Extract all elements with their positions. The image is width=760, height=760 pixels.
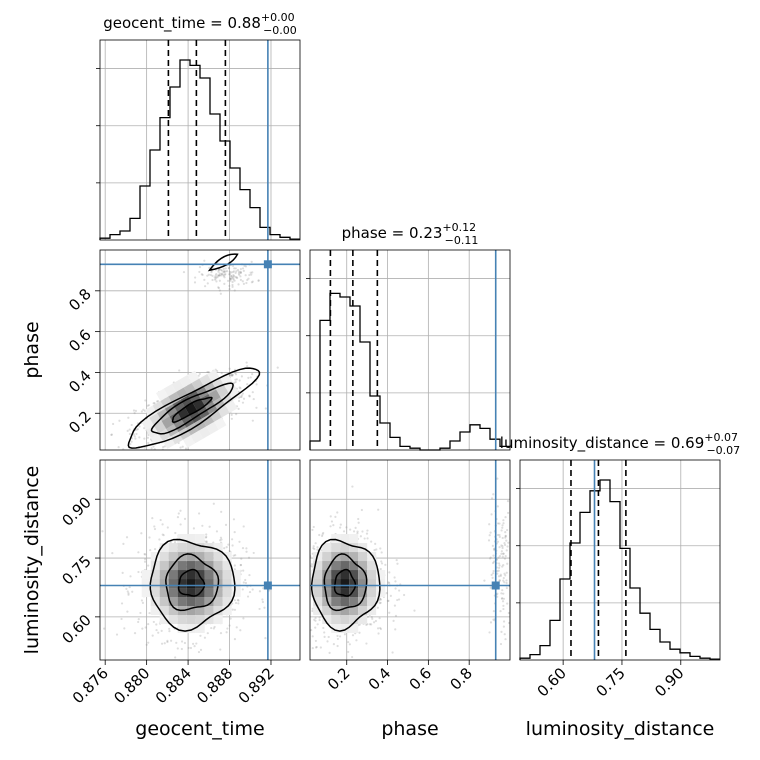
ylabel-phase: phase <box>21 321 43 378</box>
panel-frame <box>309 249 511 451</box>
y-tick-label: 0.6 <box>65 326 95 356</box>
truth-marker <box>263 260 272 269</box>
scatter-panel-phase-vs-luminosity-distance <box>309 459 511 661</box>
x-tick-label: 0.888 <box>193 664 236 707</box>
y-tick-label: 0.75 <box>58 552 94 588</box>
contour-secondary <box>207 253 239 272</box>
y-tick-label: 0.60 <box>58 611 94 647</box>
histogram-step <box>99 59 300 240</box>
x-tick-label: 0.4 <box>365 664 395 694</box>
panel-frame <box>99 249 301 451</box>
truth-marker <box>263 581 272 590</box>
y-tick-label: 0.90 <box>58 493 94 529</box>
panel-frame <box>99 39 301 241</box>
x-tick-label: 0.880 <box>110 664 153 707</box>
x-tick-label: 0.892 <box>235 664 278 707</box>
histogram-step <box>519 479 720 660</box>
y-tick-label: 0.8 <box>65 285 95 315</box>
scatter-panel-geocent-time-vs-phase <box>99 249 301 451</box>
density-cells <box>310 534 386 634</box>
contours <box>149 538 236 632</box>
panel-frame <box>519 459 721 661</box>
panel-frame <box>309 459 511 661</box>
panel-title-phase: phase = 0.23+0.12 −0.11 <box>342 221 479 247</box>
hist-panel-phase <box>306 249 511 451</box>
x-tick-label: 0.60 <box>534 664 570 700</box>
y-tick-label: 0.4 <box>65 367 95 397</box>
contour-0 <box>171 396 213 423</box>
density-cells <box>141 534 241 634</box>
x-tick-label: 0.2 <box>324 664 354 694</box>
contour-2 <box>149 538 236 632</box>
contour-2 <box>127 367 261 449</box>
contour-1 <box>323 553 368 612</box>
x-tick-label: 0.90 <box>651 664 687 700</box>
xlabel-luminosity-distance: luminosity_distance <box>526 718 715 740</box>
y-tick-label: 0.2 <box>65 407 95 437</box>
histogram-step <box>309 292 510 451</box>
contour-0 <box>177 568 206 597</box>
contour-1 <box>165 553 220 612</box>
panel-title-luminosity-distance: luminosity_distance = 0.69+0.07 −0.07 <box>500 431 740 457</box>
xlabel-geocent-time: geocent_time <box>135 718 264 740</box>
hist-panel-geocent-time <box>96 39 301 241</box>
truth-marker <box>491 581 500 590</box>
panel-frame <box>99 459 301 661</box>
contour-0 <box>333 568 357 597</box>
x-tick-label: 0.884 <box>152 664 195 707</box>
x-tick-label: 0.876 <box>69 664 112 707</box>
ylabel-luminosity-distance: luminosity_distance <box>21 466 43 655</box>
x-tick-label: 0.8 <box>446 664 476 694</box>
contours <box>310 538 381 632</box>
xlabel-phase: phase <box>381 718 438 740</box>
contour-2 <box>310 538 381 632</box>
scatter-panel-geocent-time-vs-luminosity-distance <box>99 459 301 661</box>
x-tick-label: 0.75 <box>592 664 628 700</box>
contour-1 <box>150 382 234 435</box>
x-tick-label: 0.6 <box>406 664 436 694</box>
panel-title-geocent-time: geocent_time = 0.88+0.00 −0.00 <box>103 11 297 37</box>
contours <box>127 367 261 449</box>
hist-panel-luminosity-distance <box>516 459 721 661</box>
